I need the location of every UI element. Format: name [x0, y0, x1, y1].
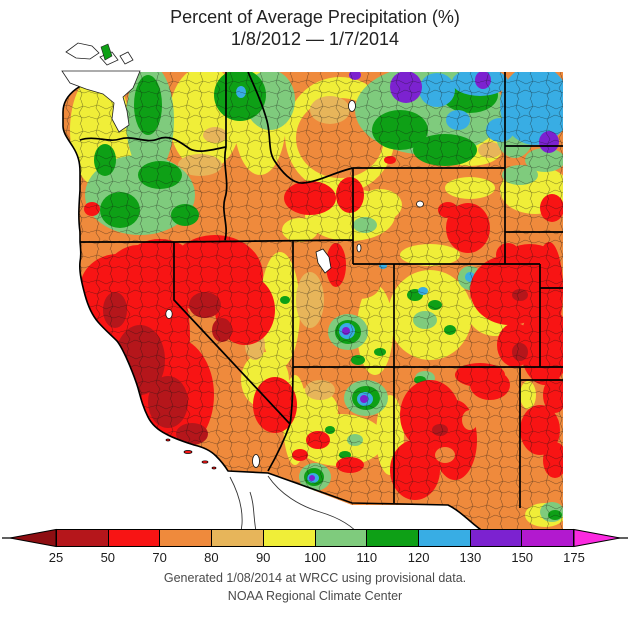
county-texture [63, 72, 563, 541]
colorbar-tick-label: 110 [356, 550, 378, 565]
channel-islands [165, 438, 217, 470]
colorbar-segment [160, 530, 213, 546]
border-green-sliver [100, 43, 113, 61]
colorbar-segment [108, 530, 161, 546]
colorbar-segment [315, 530, 368, 546]
colorbar-tick-label: 25 [48, 550, 64, 565]
colorbar-segment [522, 530, 574, 546]
colorbar-tick-label: 50 [100, 550, 116, 565]
northwest-islands [65, 42, 134, 66]
colorbar-segment [418, 530, 471, 546]
title-line2: 1/8/2012 — 1/7/2014 [230, 29, 400, 49]
colorbar-ticks: 25 50 70 80 90 100 110 120 130 150 175 [0, 550, 630, 566]
noaa-credit: NOAA Regional Climate Center [227, 589, 403, 603]
colorbar-tick-label: 90 [255, 550, 271, 565]
colorbar-tick-label: 100 [304, 550, 326, 565]
colorbar-segment [212, 530, 264, 546]
colorbar-segment [263, 530, 316, 546]
colorbar-segment [57, 530, 109, 546]
page-title: Percent of Average Precipitation (%) 1/8… [0, 6, 630, 50]
colorbar-tick-label: 80 [204, 550, 219, 565]
colorbar-tick-label: 175 [563, 550, 585, 565]
colorbar-tick-label: 150 [511, 550, 534, 565]
generated-note: Generated 1/08/2014 at WRCC using provis… [163, 571, 467, 585]
puget-sound [61, 70, 141, 133]
colorbar-overflow-arrow [573, 528, 621, 548]
colorbar-tick-label: 120 [407, 550, 430, 565]
title-line1: Percent of Average Precipitation (%) [170, 7, 460, 27]
lakes [165, 100, 424, 468]
colorbar-segment [470, 530, 523, 546]
colorbar-tick-label: 130 [459, 550, 482, 565]
coastline [62, 72, 501, 542]
colorbar-segment [367, 530, 419, 546]
state-borders [79, 72, 563, 508]
colorbar-underflow-arrow [9, 528, 57, 548]
colorbar-tick-label: 70 [152, 550, 167, 565]
colorbar-arrows [2, 528, 628, 548]
colorbar-segments [56, 529, 574, 547]
map-color-field [63, 72, 563, 541]
